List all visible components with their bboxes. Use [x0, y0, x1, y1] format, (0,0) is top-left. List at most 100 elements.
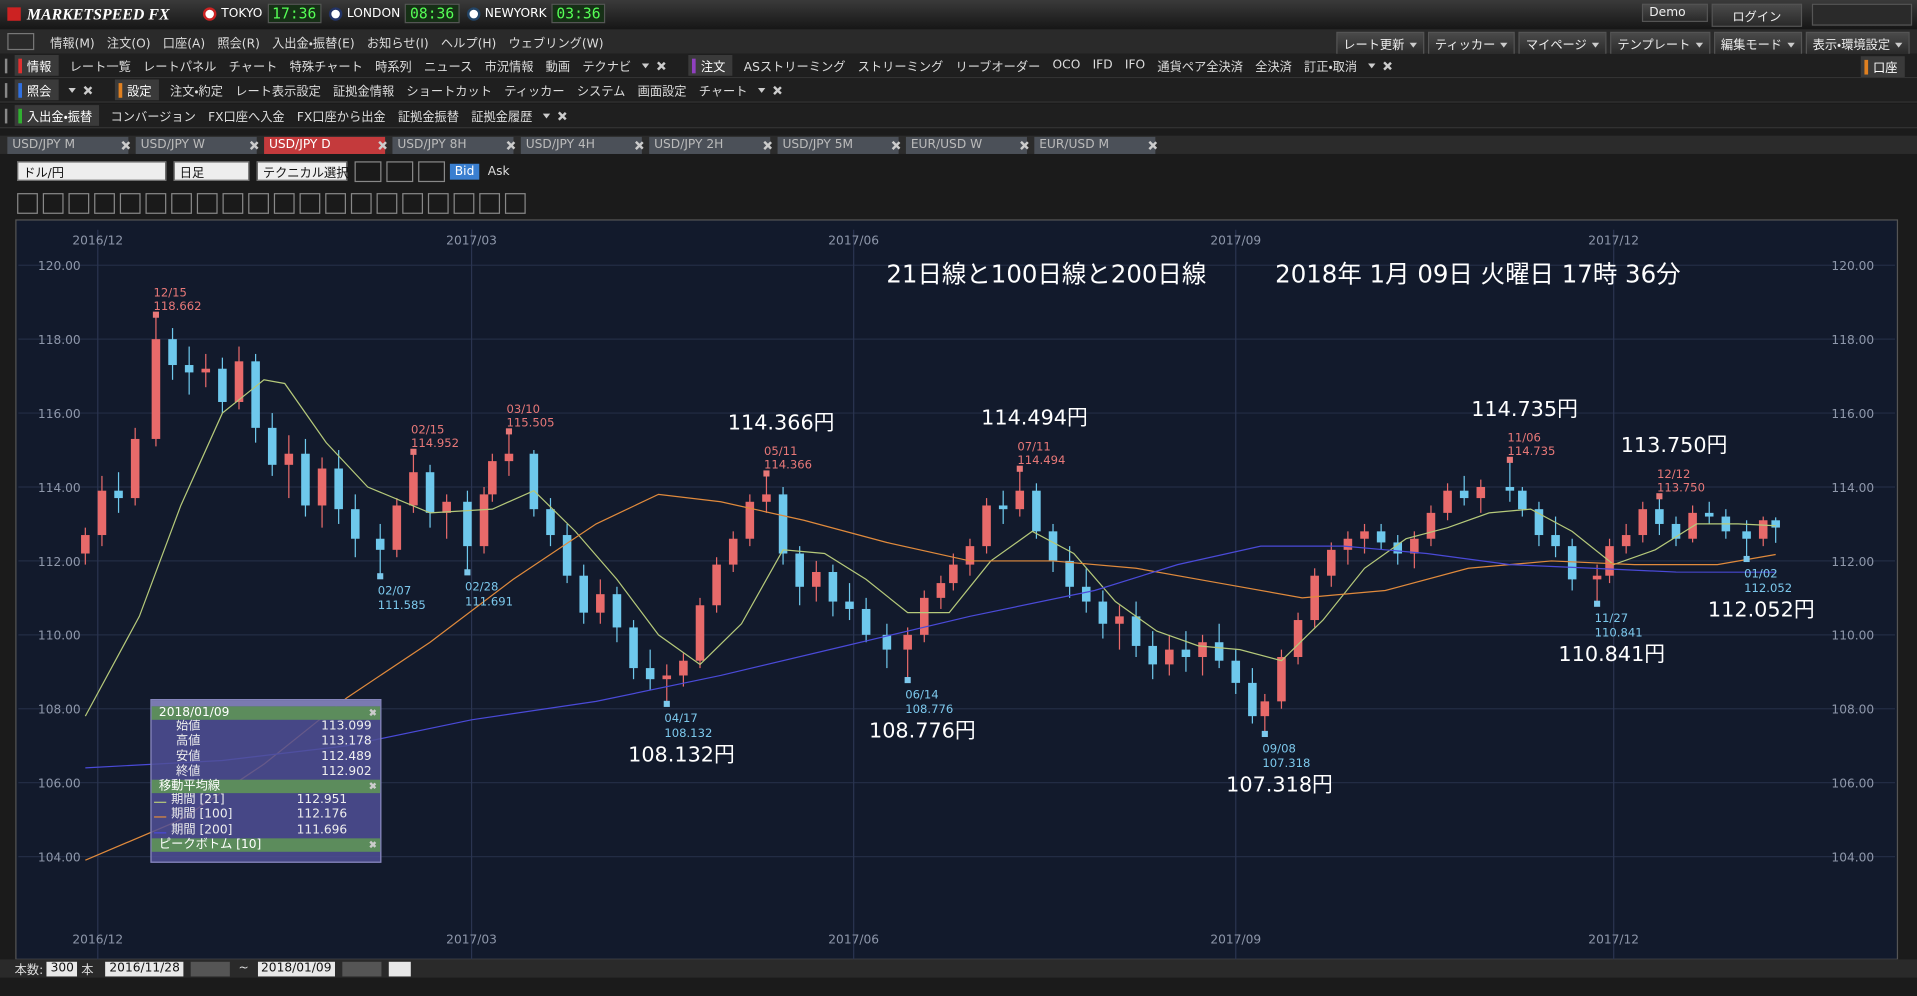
dropdown-arrow[interactable] — [543, 113, 551, 118]
top-tool[interactable]: ティッカー — [1427, 31, 1515, 55]
chart-tab[interactable]: USD/JPY W — [135, 136, 259, 154]
technical-select[interactable]: テクニカル選択 — [256, 161, 348, 181]
pair-select[interactable]: ドル/円 — [17, 161, 167, 181]
dropdown-arrow[interactable] — [68, 87, 76, 93]
reset-button[interactable] — [388, 961, 411, 976]
drawing-tool[interactable] — [222, 192, 244, 214]
toolbar-item[interactable]: 証拠金情報 — [333, 85, 395, 99]
drawing-tool[interactable] — [504, 192, 526, 214]
drawing-tool[interactable] — [145, 192, 167, 214]
toolbar-item[interactable]: FX口座から出金 — [296, 111, 386, 125]
close-button[interactable] — [558, 111, 568, 121]
demo-button[interactable]: Demo — [1641, 3, 1708, 22]
toolbar-item[interactable]: ASストリーミング — [743, 61, 846, 75]
menu-item[interactable]: 情報(M) — [50, 37, 95, 51]
toolbar-item[interactable]: ティッカー — [504, 85, 565, 99]
toolbar-item[interactable]: ストリーミング — [857, 61, 944, 75]
chart-tab[interactable]: EUR/USD M — [1034, 136, 1158, 154]
menu-item[interactable]: ヘルプ(H) — [440, 37, 497, 51]
drawing-tool[interactable] — [402, 192, 424, 214]
toolbar-item[interactable]: IFD — [1092, 58, 1113, 73]
top-tool[interactable]: マイページ — [1518, 31, 1607, 55]
drawing-tool[interactable] — [94, 192, 115, 214]
dropdown-arrow[interactable] — [642, 62, 650, 68]
close-button[interactable] — [506, 140, 516, 150]
toolbar-item[interactable]: 全決済 — [1255, 61, 1292, 75]
dropdown-arrow[interactable] — [1368, 62, 1376, 68]
toolbar-item[interactable]: 特殊チャート — [289, 61, 363, 75]
toolbar-head[interactable]: 設定 — [114, 79, 159, 101]
chart-tab[interactable]: USD/JPY 4H — [520, 136, 645, 154]
close-button[interactable] — [369, 782, 376, 789]
drawing-tool[interactable] — [248, 192, 269, 214]
ask-button[interactable]: Ask — [487, 164, 510, 178]
menu-item[interactable]: お知らせ(I) — [366, 37, 429, 51]
menu-item[interactable]: 照会(R) — [217, 37, 260, 51]
toolbar-item[interactable]: レート表示設定 — [235, 85, 321, 99]
close-button[interactable] — [249, 140, 259, 150]
menu-item[interactable]: 注文(O) — [106, 37, 151, 51]
dropdown-arrow[interactable] — [758, 87, 766, 93]
toolbar-item[interactable]: テクナビ — [582, 61, 632, 75]
toolbar-right[interactable]: 口座 — [1860, 56, 1905, 77]
toolbar-item[interactable]: ショートカット — [406, 85, 492, 99]
to-date[interactable]: 2018/01/09 — [257, 961, 336, 976]
drawing-tool[interactable] — [196, 192, 218, 214]
close-button[interactable] — [891, 140, 901, 150]
chart-tab[interactable]: EUR/USD W — [905, 136, 1030, 154]
chart-tab[interactable]: USD/JPY 2H — [649, 136, 773, 154]
tool-button[interactable] — [418, 160, 446, 182]
menu-icon[interactable] — [7, 32, 35, 51]
toolbar-item[interactable]: チャート — [698, 85, 748, 99]
toolbar-item[interactable]: OCO — [1052, 58, 1081, 73]
toolbar-item[interactable]: ニュース — [424, 61, 473, 75]
close-button[interactable] — [635, 140, 645, 150]
close-button[interactable] — [1383, 60, 1393, 70]
toolbar-item[interactable]: 注文・約定 — [169, 85, 224, 99]
toolbar-item[interactable]: FX口座へ入金 — [208, 111, 285, 125]
close-button[interactable] — [657, 60, 667, 70]
drawing-tool[interactable] — [171, 192, 192, 214]
tool-button[interactable] — [386, 160, 414, 182]
close-button[interactable] — [1020, 140, 1030, 150]
toolbar-head[interactable]: 入出金・振替 — [14, 105, 100, 126]
drawing-tool[interactable] — [350, 192, 372, 214]
drawing-tool[interactable] — [119, 192, 141, 214]
drawing-tool[interactable] — [427, 192, 449, 214]
toolbar-item[interactable]: 通貨ペア全決済 — [1157, 61, 1243, 75]
toolbar-item[interactable]: システム — [576, 85, 626, 99]
toolbar-item[interactable]: 動画 — [545, 61, 571, 75]
toolbar-item[interactable]: リーブオーダー — [955, 61, 1041, 75]
drawing-tool[interactable] — [17, 192, 38, 214]
toolbar-item[interactable]: 訂正・取消 — [1304, 61, 1358, 75]
top-tool[interactable]: レート更新 — [1335, 31, 1424, 55]
toolbar-item[interactable]: レートパネル — [143, 61, 217, 75]
chart-tab[interactable]: USD/JPY M — [7, 136, 129, 154]
close-button[interactable] — [369, 841, 376, 848]
toolbar-head[interactable]: 照会 — [14, 79, 59, 101]
drawing-tool[interactable] — [68, 192, 90, 214]
tool-button[interactable] — [354, 160, 382, 182]
drawing-tool[interactable] — [376, 192, 398, 214]
drawing-tool[interactable] — [479, 192, 501, 214]
close-button[interactable] — [378, 140, 388, 150]
close-button[interactable] — [763, 140, 773, 150]
chart-tab[interactable]: USD/JPY 5M — [777, 136, 901, 154]
close-button[interactable] — [83, 85, 93, 95]
period-select[interactable]: 日足 — [173, 161, 250, 181]
drawing-tool[interactable] — [42, 192, 64, 214]
toolbar-item[interactable]: コンバージョン — [110, 111, 196, 125]
window-controls[interactable] — [1811, 3, 1913, 26]
toolbar-head[interactable]: 情報 — [14, 54, 59, 76]
chart-tab[interactable]: USD/JPY 8H — [392, 136, 516, 154]
count-select[interactable]: 300 — [46, 961, 78, 976]
drawing-tool[interactable] — [325, 192, 346, 214]
drawing-tool[interactable] — [453, 192, 475, 214]
from-date[interactable]: 2016/11/28 — [105, 961, 184, 976]
close-button[interactable] — [1148, 140, 1158, 150]
toolbar-item[interactable]: 証拠金振替 — [397, 111, 460, 125]
chart-tab[interactable]: USD/JPY D — [264, 136, 388, 154]
close-button[interactable] — [773, 85, 783, 95]
drawing-tool[interactable] — [273, 192, 295, 214]
toolbar-item[interactable]: チャート — [228, 61, 278, 75]
